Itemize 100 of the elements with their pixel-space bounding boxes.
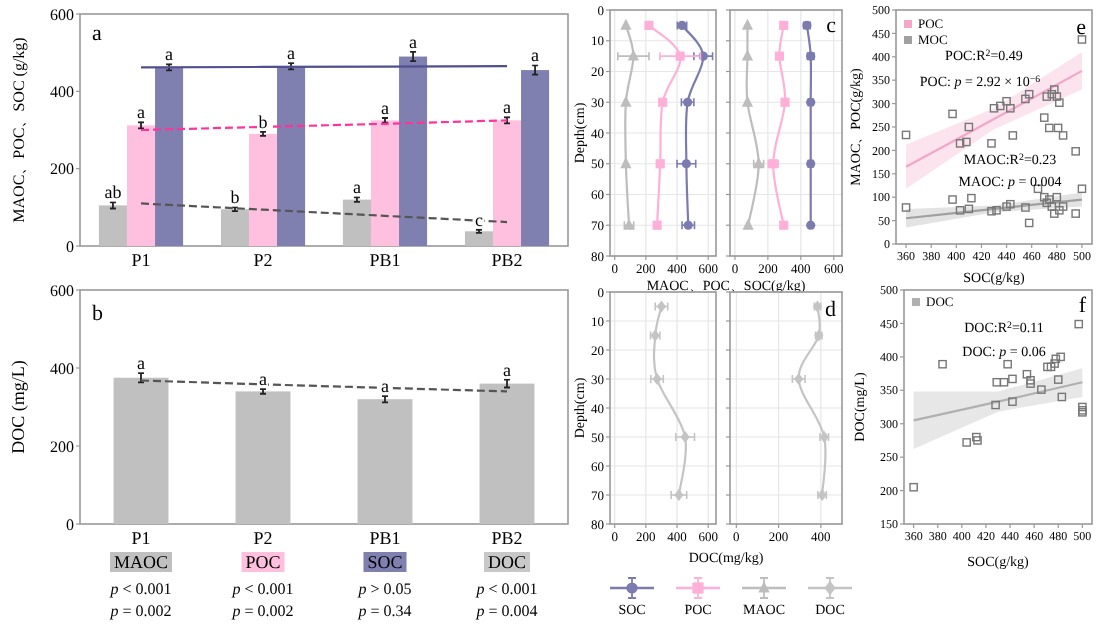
text: p = 0.34	[356, 602, 412, 620]
x-tick-label: P1	[131, 528, 151, 548]
x-tick-label: P2	[253, 250, 273, 270]
point	[681, 159, 691, 169]
point	[955, 206, 965, 215]
point	[780, 97, 790, 107]
point	[1050, 209, 1059, 218]
y-tick-label: 200	[50, 437, 74, 456]
y-tick-label: 200	[50, 160, 74, 179]
bar	[155, 67, 184, 246]
point	[1058, 131, 1068, 140]
chart-title: a	[92, 22, 102, 46]
data-label: a	[352, 177, 361, 198]
point	[1055, 98, 1064, 107]
point	[1077, 184, 1087, 194]
point	[962, 137, 971, 147]
point	[779, 220, 789, 230]
data-label: a	[137, 353, 145, 374]
point	[992, 377, 1002, 387]
point	[655, 159, 665, 169]
bar	[277, 66, 306, 246]
data-label: c	[474, 209, 483, 230]
point	[1078, 402, 1087, 412]
text: p < 0.001	[230, 580, 294, 598]
point	[1058, 202, 1068, 211]
point	[1046, 362, 1056, 372]
point	[675, 51, 685, 61]
point	[644, 20, 654, 30]
point	[620, 157, 632, 169]
point	[999, 377, 1009, 387]
point	[1074, 319, 1084, 329]
data-label: a	[531, 45, 540, 66]
point	[1002, 96, 1011, 106]
point	[1052, 192, 1062, 202]
point	[1026, 379, 1035, 388]
x-tick-label: PB2	[491, 250, 523, 270]
point	[1042, 198, 1052, 208]
point	[1042, 92, 1052, 101]
bar	[521, 70, 550, 246]
point	[987, 139, 996, 148]
text: p < 0.001	[474, 580, 538, 598]
chart-title: f	[1078, 294, 1087, 318]
point	[742, 218, 754, 230]
x-tick-label: P2	[253, 528, 273, 548]
point	[987, 206, 996, 216]
point	[1055, 206, 1064, 215]
chart-title: e	[1076, 16, 1087, 40]
bar	[220, 209, 249, 246]
text: p = 0.004	[474, 602, 538, 620]
point	[995, 101, 1005, 111]
point	[1037, 385, 1046, 394]
point	[1024, 218, 1034, 228]
point	[1022, 369, 1032, 379]
bar	[492, 120, 522, 246]
point	[1039, 192, 1049, 202]
point	[1071, 209, 1080, 218]
point	[991, 400, 1000, 410]
point	[948, 109, 957, 119]
point	[962, 438, 971, 447]
point	[1006, 199, 1015, 209]
point	[741, 18, 754, 30]
point	[1047, 89, 1057, 99]
bar	[126, 125, 156, 246]
data-label: a	[259, 369, 267, 390]
point	[1003, 359, 1012, 369]
point	[1008, 374, 1017, 384]
data-label: ab	[104, 182, 123, 203]
category-label: POC	[245, 552, 281, 572]
x-tick-label: PB1	[369, 528, 401, 548]
y-tick-label: 600	[50, 5, 74, 24]
point	[658, 97, 668, 107]
point	[1026, 375, 1035, 385]
bar	[370, 120, 400, 246]
bar	[342, 199, 371, 246]
data-label: a	[409, 31, 418, 52]
point	[1008, 397, 1017, 406]
y-axis-title: DOC (mg/L)	[8, 360, 28, 454]
point	[992, 206, 1001, 215]
y-axis-title: MAOC、POC、SOC (g/kg)	[10, 36, 28, 223]
y-tick-label: 600	[50, 281, 74, 300]
point	[1002, 202, 1011, 211]
point	[964, 204, 974, 214]
point	[1051, 354, 1061, 364]
point	[938, 359, 947, 369]
point	[909, 482, 918, 492]
point	[1053, 375, 1063, 384]
point	[973, 436, 982, 445]
point	[1021, 203, 1030, 212]
point	[1050, 85, 1059, 94]
y-tick-label: 400	[50, 82, 74, 101]
data-label: a	[137, 102, 145, 123]
text: p = 0.002	[108, 602, 172, 620]
x-tick-label: P1	[131, 250, 151, 270]
point	[1071, 147, 1080, 156]
text: p = 0.002	[230, 602, 294, 620]
point	[620, 18, 632, 30]
point	[1057, 392, 1067, 402]
point	[1077, 35, 1087, 44]
data-label: a	[503, 359, 511, 380]
point	[901, 203, 911, 212]
